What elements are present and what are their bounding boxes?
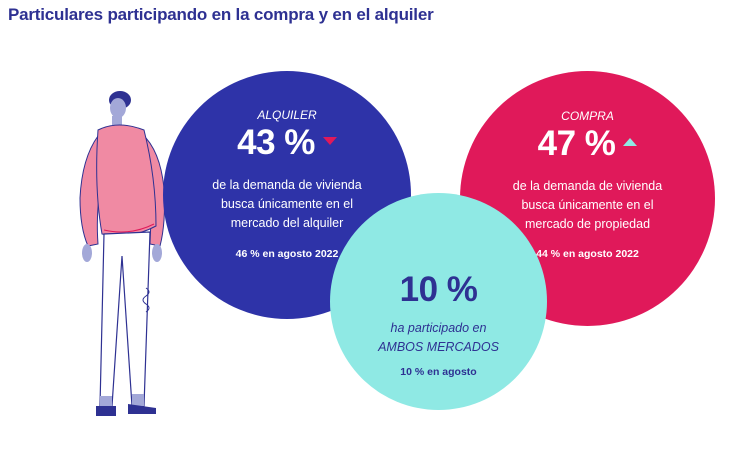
page-title: Particulares participando en la compra y…	[8, 5, 434, 24]
compra-desc-1: de la demanda de vivienda	[512, 179, 663, 193]
compra-previous: 44 % en agosto 2022	[536, 248, 639, 260]
up-triangle-icon	[623, 137, 638, 146]
alquiler-desc-3: mercado del alquiler	[230, 216, 344, 230]
compra-value: 47 %	[537, 124, 616, 163]
alquiler-value-row: 43 %	[163, 123, 411, 163]
ambos-circle: 10 % ha participado en AMBOS MERCADOS 10…	[330, 193, 547, 410]
alquiler-desc-2: busca únicamente en el	[220, 197, 354, 211]
person-illustration	[79, 91, 165, 416]
ambos-value: 10 %	[399, 270, 478, 309]
compra-desc-3: mercado de propiedad	[524, 217, 651, 231]
alquiler-previous: 46 % en agosto 2022	[235, 248, 339, 260]
ambos-desc-1: ha participado en	[390, 321, 487, 335]
ambos-desc-2: AMBOS MERCADOS	[378, 340, 499, 354]
compra-label: COMPRA	[561, 109, 614, 123]
down-triangle-icon	[322, 136, 337, 145]
alquiler-desc-1: de la demanda de vivienda	[212, 178, 362, 192]
ambos-previous: 10 % en agosto	[400, 366, 477, 378]
compra-desc-2: busca únicamente en el	[521, 198, 654, 212]
compra-value-row: 47 %	[460, 124, 715, 164]
alquiler-label: ALQUILER	[257, 108, 317, 122]
alquiler-value: 43 %	[237, 123, 315, 162]
